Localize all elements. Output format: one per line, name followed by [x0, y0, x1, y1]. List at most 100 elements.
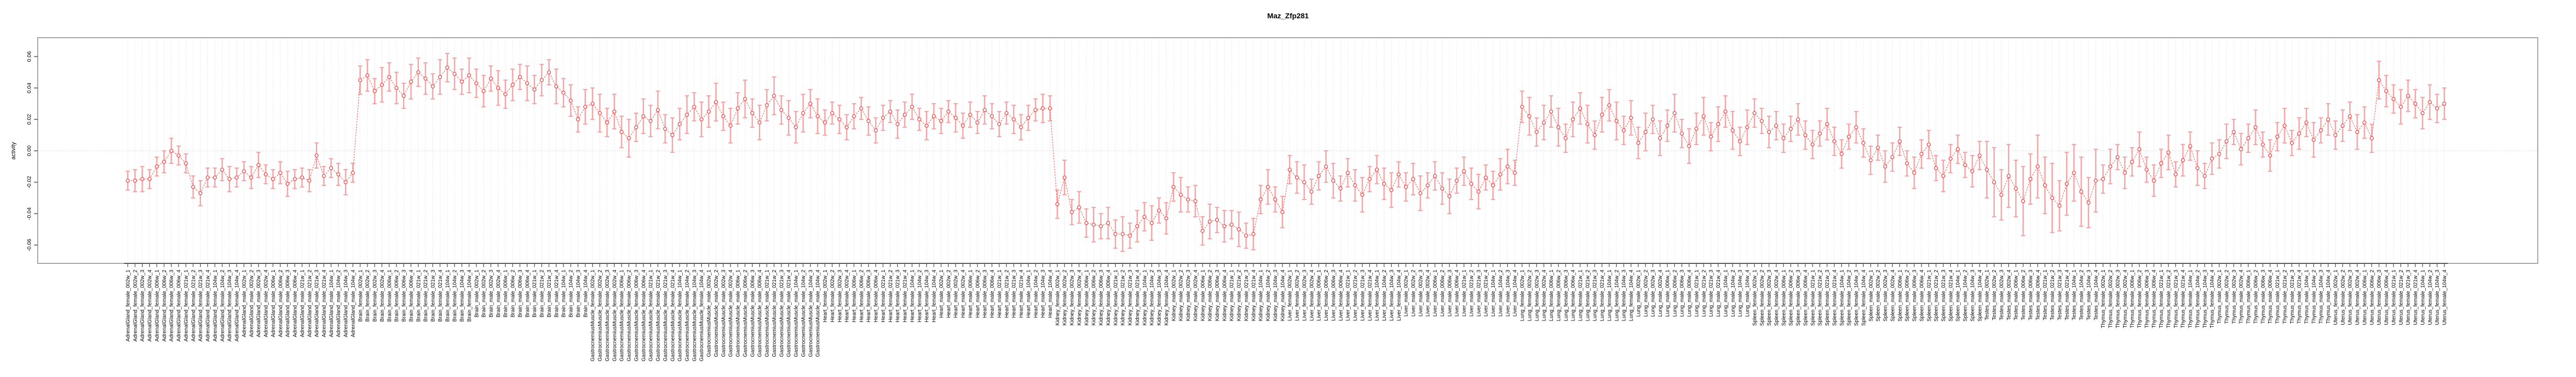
- x-tick-label: Liver_male_021w_2: [1469, 270, 1474, 317]
- data-point: [590, 102, 595, 106]
- data-point: [852, 114, 856, 118]
- x-tick-label: Heart_female_006w_3: [866, 270, 872, 323]
- x-tick-label: Thymus_female_002w_1: [2101, 270, 2106, 328]
- data-point: [1346, 171, 1350, 175]
- data-point: [1869, 158, 1873, 162]
- y-tick-label: 0.00: [26, 146, 32, 157]
- x-tick-label: Thymus_male_002w_1: [2217, 270, 2223, 324]
- x-tick-label: GastrocnemiusMuscle_male_006w_2: [742, 270, 748, 357]
- data-point: [1055, 202, 1060, 206]
- x-tick-label: Heart_female_021w_4: [903, 270, 908, 323]
- x-tick-label: Kidney_male_006w_4: [1222, 270, 1228, 321]
- x-tick-label: AdrenalGland_male_002w_4: [263, 270, 269, 337]
- data-point: [1034, 108, 1038, 112]
- x-tick-label: Liver_female_006w_4: [1338, 270, 1344, 321]
- x-tick-label: Heart_female_021w_3: [895, 270, 901, 323]
- data-point: [220, 168, 225, 172]
- data-point: [997, 122, 1002, 126]
- x-tick-label: Heart_male_002w_1: [939, 270, 945, 318]
- data-point: [670, 133, 675, 137]
- x-tick-label: Thymus_male_104w_4: [2326, 270, 2331, 324]
- x-tick-label: GastrocnemiusMuscle_male_021w_1: [764, 270, 770, 357]
- x-tick-label: AdrenalGland_female_021w_1: [183, 270, 189, 342]
- x-tick-label: Lung_male_104w_2: [1730, 270, 1736, 317]
- data-point: [2231, 130, 2236, 134]
- x-tick-label: Lung_female_006w_1: [1549, 270, 1555, 321]
- x-tick-label: Uterus_female_021w_4: [2413, 270, 2419, 325]
- x-tick-label: Thymus_male_006w_2: [2253, 270, 2259, 324]
- data-point: [2101, 177, 2105, 181]
- x-tick-label: Spleen_female_104w_2: [1847, 270, 1852, 326]
- data-point: [2130, 160, 2134, 164]
- data-point: [2435, 106, 2439, 110]
- data-point: [1578, 106, 1582, 110]
- data-point: [634, 125, 638, 129]
- x-tick-label: AdrenalGland_male_006w_1: [271, 270, 276, 337]
- data-point: [321, 174, 326, 178]
- x-tick-label: AdrenalGland_male_021w_1: [299, 270, 305, 337]
- x-tick-label: Kidney_female_002w_4: [1076, 270, 1082, 326]
- data-point: [903, 113, 907, 117]
- x-tick-label: Spleen_female_104w_4: [1861, 270, 1867, 326]
- x-tick-label: Heart_male_006w_3: [982, 270, 988, 318]
- x-tick-label: AdrenalGland_male_021w_3: [314, 270, 320, 337]
- data-point: [242, 169, 246, 173]
- x-tick-label: Lung_male_002w_1: [1636, 270, 1641, 317]
- x-tick-label: Kidney_female_006w_4: [1106, 270, 1112, 326]
- x-tick-label: Thymus_female_006w_2: [2137, 270, 2142, 328]
- x-tick-label: Uterus_female_104w_3: [2435, 270, 2440, 325]
- x-tick-label: Lung_male_104w_3: [1738, 270, 1744, 317]
- data-point: [1360, 193, 1364, 197]
- data-point: [1338, 186, 1343, 191]
- x-tick-label: Lung_male_006w_4: [1687, 270, 1693, 317]
- data-point: [1934, 166, 1938, 170]
- x-tick-label: Thymus_female_021w_2: [2166, 270, 2172, 328]
- data-point: [2340, 124, 2345, 128]
- data-point: [699, 117, 704, 121]
- data-point: [474, 81, 479, 85]
- data-point: [191, 185, 195, 189]
- data-point: [235, 175, 239, 180]
- data-point: [2108, 164, 2113, 169]
- data-point: [387, 75, 392, 79]
- data-point: [939, 119, 943, 123]
- x-tick-label: AdrenalGland_male_104w_1: [329, 270, 335, 337]
- x-tick-label: Heart_female_002w_3: [837, 270, 843, 323]
- x-tick-label: Heart_male_021w_4: [1019, 270, 1025, 318]
- data-point: [1469, 182, 1473, 186]
- data-point: [1556, 125, 1561, 129]
- x-tick-label: Spleen_male_006w_3: [1912, 270, 1918, 321]
- data-point: [481, 89, 486, 93]
- data-point: [888, 109, 893, 114]
- data-point: [612, 109, 617, 114]
- x-tick-label: AdrenalGland_female_104w_3: [227, 270, 233, 342]
- x-tick-label: Thymus_male_002w_4: [2239, 270, 2245, 324]
- data-point: [2268, 153, 2272, 158]
- data-point: [1607, 103, 1612, 107]
- data-point: [271, 177, 275, 181]
- data-point: [1759, 119, 1764, 123]
- y-tick-label: -0.02: [26, 176, 32, 188]
- data-point: [1222, 224, 1227, 228]
- data-point: [532, 87, 537, 92]
- x-tick-label: Kidney_female_002w_1: [1055, 270, 1061, 326]
- data-point: [438, 75, 442, 79]
- data-point: [743, 97, 747, 101]
- x-tick-label: GastrocnemiusMuscle_female_104w_3: [692, 270, 697, 362]
- data-point: [1803, 133, 1807, 137]
- data-point: [2348, 114, 2352, 118]
- data-point: [1992, 180, 1996, 184]
- x-tick-label: Thymus_male_006w_1: [2246, 270, 2252, 324]
- data-point: [154, 164, 159, 169]
- x-tick-label: Lung_female_002w_4: [1541, 270, 1547, 321]
- y-tick-label: 0.04: [26, 83, 32, 94]
- data-point: [1541, 120, 1546, 125]
- x-tick-label: Lung_female_021w_2: [1585, 270, 1591, 321]
- x-tick-label: Brain_female_006w_4: [408, 270, 414, 322]
- x-tick-label: Liver_female_006w_2: [1324, 270, 1329, 321]
- data-point: [249, 175, 253, 180]
- x-tick-label: Heart_female_104w_4: [931, 270, 937, 323]
- x-tick-label: Heart_female_002w_1: [823, 270, 828, 323]
- x-tick-label: Thymus_male_104w_1: [2304, 270, 2310, 324]
